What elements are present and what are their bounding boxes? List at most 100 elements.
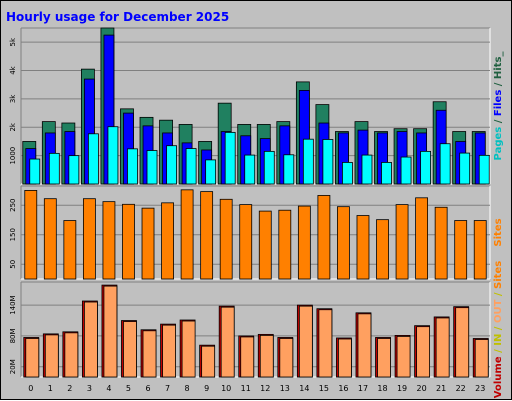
bar-out-7 — [162, 324, 176, 378]
bar-out-10 — [220, 306, 235, 378]
bar-sites-15 — [317, 195, 331, 280]
bar-out-2 — [64, 332, 79, 378]
y-tick-label: 1000 — [9, 147, 17, 165]
x-tick-label: 16 — [338, 384, 348, 393]
bar-sites-5 — [122, 203, 135, 280]
bar-pages-3 — [87, 133, 99, 185]
x-tick-label: 7 — [165, 384, 170, 393]
bar-sites-18 — [376, 219, 389, 280]
bar-out-0 — [25, 338, 40, 378]
bar-pages-6 — [146, 150, 158, 185]
x-tick-label: 17 — [358, 384, 368, 393]
panel-1: 1000 2k 3k 4k 5k Pages / Files / Hits_ — [9, 27, 504, 185]
bar-out-12 — [259, 335, 274, 378]
x-tick-label: 18 — [377, 384, 387, 393]
side-label: Volume / IN / OUT / Sites — [493, 261, 504, 398]
x-tick-label: 4 — [106, 384, 111, 393]
bar-sites-4 — [102, 201, 116, 280]
x-tick-label: 10 — [221, 384, 231, 393]
bar-out-20 — [416, 326, 431, 378]
x-tick-label: 23 — [475, 384, 485, 393]
x-tick-label: 14 — [299, 384, 309, 393]
x-tick-label: 5 — [126, 384, 131, 393]
x-tick-label: 12 — [260, 384, 270, 393]
bar-pages-14 — [302, 138, 314, 185]
side-label-part: Hits_ — [493, 52, 504, 80]
bar-out-18 — [377, 338, 391, 378]
bar-out-16 — [338, 338, 352, 378]
x-tick-label: 3 — [87, 384, 92, 393]
bar-pages-16 — [342, 162, 353, 185]
bar-pages-7 — [166, 145, 177, 185]
side-label-part: / — [493, 346, 504, 357]
bar-pages-4 — [107, 126, 119, 185]
bar-out-4 — [103, 285, 118, 378]
side-label-part: / — [493, 323, 504, 334]
side-label-part: / — [493, 116, 504, 127]
side-label-part: Sites — [493, 218, 504, 246]
bar-pages-10 — [224, 131, 236, 185]
side-label-part: IN — [493, 334, 504, 346]
bar-sites-3 — [82, 198, 96, 280]
bar-out-1 — [44, 334, 59, 378]
y-tick-label: 2k — [9, 122, 17, 131]
bar-sites-20 — [415, 197, 429, 280]
bar-out-22 — [455, 307, 470, 378]
bar-pages-8 — [185, 148, 197, 185]
bar-sites-0 — [24, 190, 38, 280]
bar-sites-13 — [278, 209, 292, 280]
y-tick-label: 20M — [9, 359, 17, 374]
bar-sites-7 — [161, 202, 174, 280]
bar-sites-17 — [356, 215, 370, 280]
bar-sites-23 — [473, 220, 487, 280]
bar-sites-1 — [43, 198, 57, 280]
panel-3: 20M 80M 140M Volume / IN / OUT / Sites — [9, 261, 504, 398]
bar-sites-2 — [63, 220, 77, 280]
bar-out-5 — [123, 321, 137, 378]
x-axis: 0 1 2 3 4 5 6 7 8 9 10 11 12 13 14 15 16 17 18 19 20 21 22 23 — [28, 384, 485, 393]
side-label: Pages / Files / Hits_ — [493, 52, 504, 161]
bar-pages-12 — [263, 150, 275, 185]
bar-sites-6 — [141, 207, 155, 280]
y-tick-label: 5k — [9, 37, 17, 46]
bar-sites-12 — [258, 210, 272, 280]
bar-out-13 — [279, 338, 294, 378]
x-tick-label: 19 — [397, 384, 407, 393]
bar-sites-22 — [454, 220, 468, 280]
bar-sites-16 — [337, 206, 350, 280]
bar-out-14 — [298, 305, 313, 378]
bar-out-6 — [142, 330, 157, 378]
panel-background — [21, 186, 490, 279]
bar-sites-9 — [200, 191, 214, 280]
y-tick-label: 3k — [9, 94, 17, 103]
bar-out-9 — [201, 345, 216, 378]
y-tick-label: 150 — [9, 228, 17, 241]
bar-pages-21 — [439, 143, 451, 185]
bar-pages-2 — [68, 155, 80, 185]
side-label-part: Pages — [493, 127, 504, 161]
bar-pages-1 — [48, 152, 60, 185]
bar-out-21 — [435, 317, 450, 378]
bar-pages-18 — [381, 162, 392, 185]
bar-out-11 — [240, 336, 255, 378]
y-tick-label: 4k — [9, 65, 17, 74]
bar-out-23 — [474, 339, 489, 378]
bar-pages-0 — [29, 158, 41, 185]
x-tick-label: 2 — [67, 384, 72, 393]
bar-sites-8 — [180, 189, 194, 280]
bar-sites-10 — [219, 198, 233, 280]
y-tick-label: 80M — [9, 328, 17, 343]
bar-pages-13 — [283, 154, 295, 185]
side-label-part: Sites — [493, 261, 504, 289]
x-tick-label: 9 — [204, 384, 209, 393]
y-tick-label: 250 — [9, 199, 17, 212]
x-tick-label: 22 — [456, 384, 466, 393]
bar-out-19 — [396, 336, 411, 378]
side-label-part: OUT — [493, 299, 504, 323]
bar-out-17 — [357, 313, 372, 378]
bar-sites-19 — [395, 204, 409, 280]
bar-sites-21 — [434, 206, 448, 280]
